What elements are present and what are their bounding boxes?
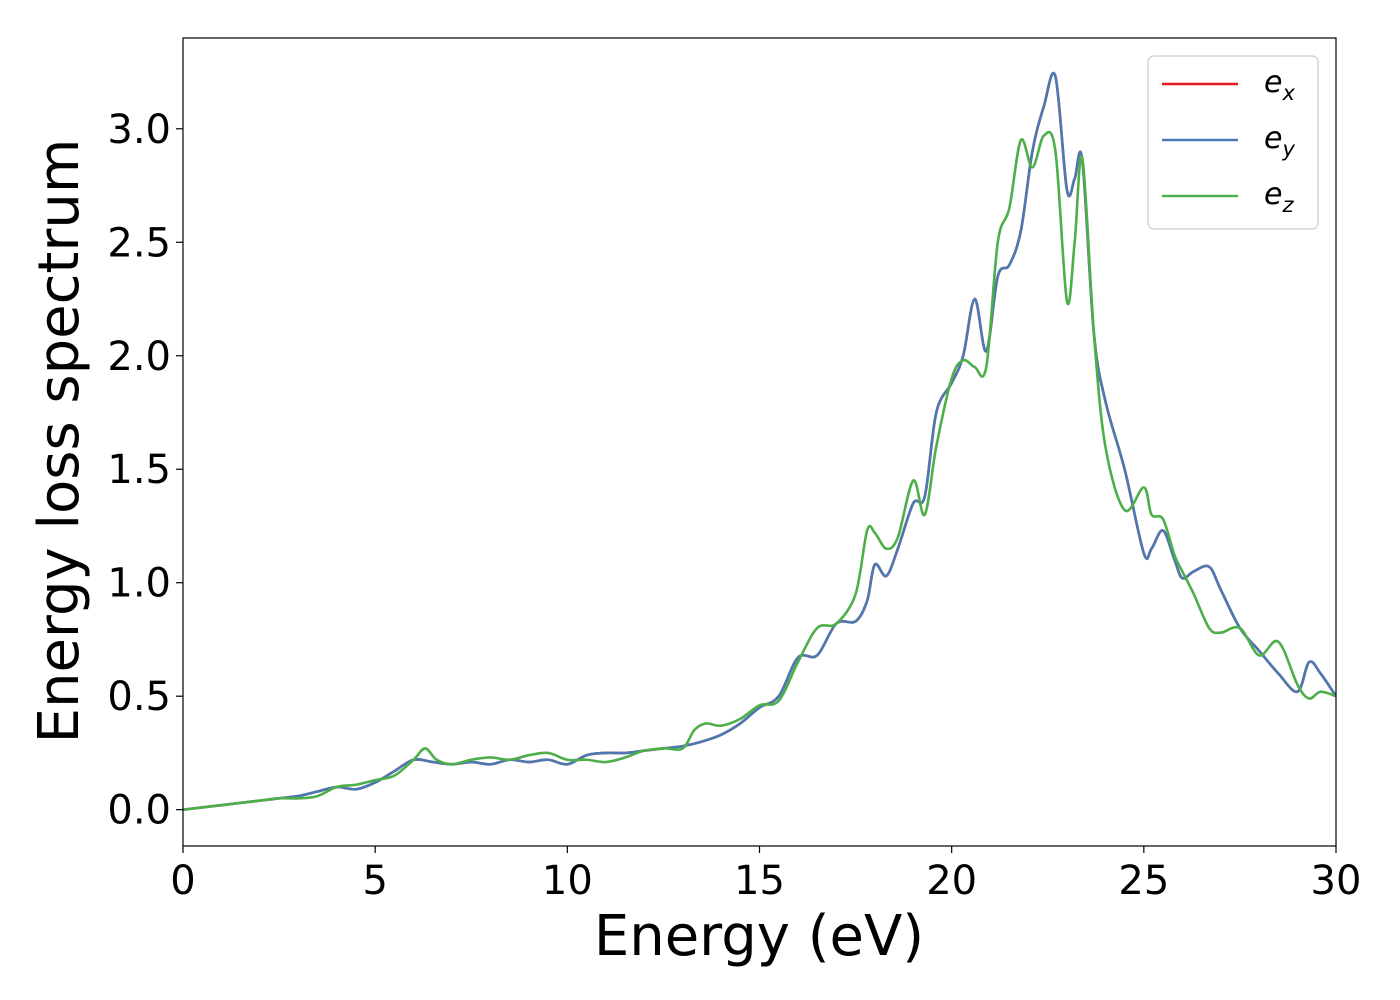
x-tick-label: 5 bbox=[362, 858, 387, 904]
legend-box bbox=[1147, 55, 1319, 230]
x-tick-label: 20 bbox=[926, 858, 977, 904]
x-tick-label: 15 bbox=[734, 858, 785, 904]
x-tick-label: 0 bbox=[170, 858, 195, 904]
y-tick-label: 2.5 bbox=[107, 220, 171, 266]
series-lines bbox=[183, 72, 1336, 811]
y-tick-label: 1.0 bbox=[107, 561, 171, 607]
x-tick-label: 25 bbox=[1118, 858, 1169, 904]
x-tick-label: 10 bbox=[542, 858, 593, 904]
legend-subscript: y bbox=[1281, 137, 1295, 161]
y-tick-label: 0.0 bbox=[107, 788, 171, 834]
series-line-e-z bbox=[183, 130, 1336, 811]
plot-area bbox=[183, 72, 1336, 811]
x-axis-title: Energy (eV) bbox=[594, 904, 924, 969]
axes: 0 5 10 15 20 25 30 0.0 0.5 1.0 1.5 2.0 2.5 3.0 bbox=[107, 37, 1362, 904]
x-tick-label: 30 bbox=[1311, 858, 1362, 904]
legend-subscript: z bbox=[1281, 193, 1294, 217]
y-tick-label: 3.0 bbox=[107, 107, 171, 153]
series-line-e-y bbox=[183, 72, 1336, 811]
y-axis-title: Energy loss spectrum bbox=[27, 139, 92, 744]
y-tick-label: 1.5 bbox=[107, 447, 171, 493]
legend-subscript: x bbox=[1281, 81, 1295, 105]
y-tick-label: 0.5 bbox=[107, 674, 171, 720]
y-tick-label: 2.0 bbox=[107, 334, 171, 380]
